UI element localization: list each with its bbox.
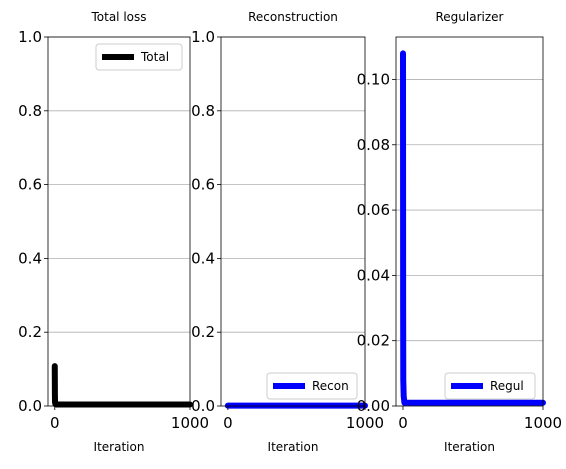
- legend-label: Total: [140, 50, 169, 64]
- x-tick-label: 1000: [524, 414, 562, 432]
- y-tick-label: 0.0: [18, 397, 42, 415]
- y-tick-label: 0.02: [357, 332, 390, 350]
- y-tick-label: 0.6: [191, 176, 215, 194]
- y-tick-label: 0.4: [191, 249, 215, 267]
- y-tick-label: 0.6: [18, 176, 42, 194]
- legend-box: [266, 372, 358, 400]
- axes-frame: [395, 36, 544, 407]
- subplot-title: Total loss: [90, 10, 146, 24]
- subplot-2: Reconstruction 0.0 0.2 0.4 0.6 0.8 1.0 0 1000 Ite…: [191, 10, 384, 454]
- y-tick-label: 0.8: [191, 102, 215, 120]
- legend-label: Regul: [490, 379, 524, 393]
- legend: Regul: [444, 372, 536, 400]
- y-tick-label: 0.2: [191, 323, 215, 341]
- x-axis-label: Iteration: [268, 440, 319, 454]
- y-tick-label: 0.08: [357, 136, 390, 154]
- axes-frame: [220, 36, 366, 407]
- y-tick-label: 0.8: [18, 102, 42, 120]
- y-tick-label: 0.2: [18, 323, 42, 341]
- y-tick-label: 1.0: [18, 28, 42, 46]
- y-tick-label: 0.00: [357, 397, 390, 415]
- y-tick-label: 0.10: [357, 70, 390, 88]
- x-tick-label: 1000: [171, 414, 209, 432]
- legend-box: [95, 43, 183, 71]
- x-axis-label: Iteration: [444, 440, 495, 454]
- series-line-regul: [400, 50, 546, 406]
- x-axis-label: Iteration: [94, 440, 145, 454]
- x-tick-label: 0: [50, 414, 60, 432]
- legend: Recon: [266, 372, 358, 400]
- subplot-title: Regularizer: [436, 10, 504, 24]
- y-tick-label: 0.0: [191, 397, 215, 415]
- axes-frame: [47, 36, 191, 407]
- y-tick-label: 0.04: [357, 266, 390, 284]
- y-tick-label: 1.0: [191, 28, 215, 46]
- legend-box: [444, 372, 536, 400]
- subplot-1: Total loss 0.0 0.2 0.4 0.6 0.8 1.0 0 1000 Iterati…: [18, 10, 209, 454]
- x-tick-label: 0: [398, 414, 408, 432]
- legend-label: Recon: [312, 379, 349, 393]
- subplot-3: Regularizer 0.00 0.02 0.04 0.06 0.08 0.10 0 1000…: [357, 10, 563, 454]
- subplot-title: Reconstruction: [248, 10, 338, 24]
- x-tick-label: 1000: [346, 414, 384, 432]
- x-tick-label: 0: [223, 414, 233, 432]
- legend: Total: [95, 43, 183, 71]
- y-tick-label: 0.06: [357, 201, 390, 219]
- series-line-total: [51, 363, 193, 408]
- y-tick-label: 0.4: [18, 249, 42, 267]
